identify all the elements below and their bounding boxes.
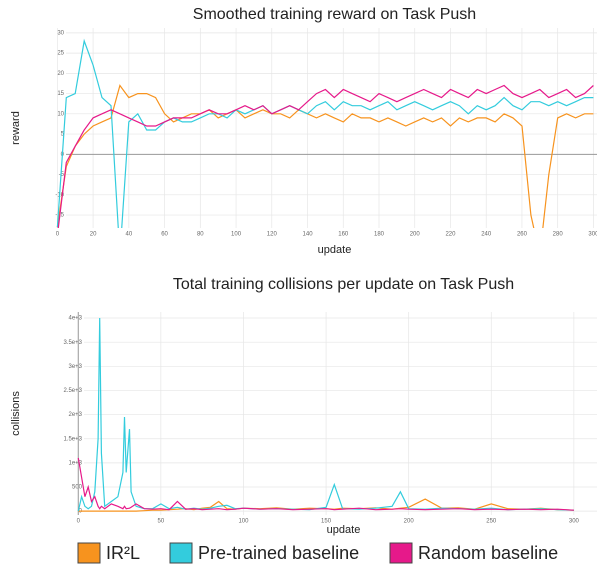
x-tick-label: 140: [303, 232, 314, 238]
y-tick-label: 25: [57, 51, 64, 57]
x-tick-label: 280: [553, 232, 564, 238]
legend-swatch: [389, 542, 413, 564]
plot-lines: [77, 317, 574, 512]
x-tick-label: 220: [445, 232, 456, 238]
legend-label: Pre-trained baseline: [198, 543, 359, 563]
y-tick-label: 1e+3: [68, 460, 82, 466]
y-tick-label: 2.5e+3: [63, 388, 82, 394]
y-tick-label: 0: [79, 509, 83, 515]
chart-title: Total training collisions per update on …: [173, 276, 514, 293]
x-tick-label: 240: [481, 232, 492, 238]
x-axis-title: update: [318, 244, 352, 256]
series-line: [77, 457, 574, 511]
series-line: [77, 317, 574, 512]
chart-title: Smoothed training reward on Task Push: [193, 6, 476, 23]
series-line: [57, 84, 594, 228]
x-tick-label: 100: [231, 232, 242, 238]
x-tick-label: 40: [125, 232, 132, 238]
series-line: [56, 38, 594, 228]
x-tick-label: 160: [338, 232, 349, 238]
x-tick-label: 250: [486, 519, 497, 525]
y-tick-label: 2e+3: [68, 412, 82, 418]
y-tick-label: -5: [59, 172, 65, 178]
y-tick-label: 500: [72, 485, 83, 491]
series-line: [56, 84, 594, 228]
y-axis-title: reward: [10, 111, 22, 145]
x-tick-label: 150: [321, 519, 332, 525]
legend-label: IR²L: [106, 543, 140, 563]
y-tick-label: 15: [57, 91, 64, 97]
legend-swatch: [77, 542, 101, 564]
series-line: [78, 498, 574, 512]
y-tick-label: 1.5e+3: [63, 436, 82, 442]
x-tick-label: 200: [404, 519, 415, 525]
x-tick-label: 60: [161, 232, 168, 238]
x-tick-label: 260: [517, 232, 528, 238]
plot-lines: [56, 38, 594, 228]
legend-swatch: [169, 542, 193, 564]
x-tick-label: 0: [77, 519, 81, 525]
y-tick-label: 4e+3: [68, 316, 82, 322]
x-tick-label: 100: [238, 519, 249, 525]
x-axis-title: update: [327, 524, 361, 536]
x-tick-label: 0: [56, 232, 60, 238]
y-axis-title: collisions: [10, 391, 22, 436]
y-tick-label: 5: [61, 132, 65, 138]
x-tick-label: 120: [267, 232, 278, 238]
y-tick-label: 3e+3: [68, 364, 82, 370]
y-tick-label: 30: [57, 30, 64, 36]
x-tick-label: 20: [90, 232, 97, 238]
x-tick-label: 300: [569, 519, 580, 525]
x-tick-label: 200: [410, 232, 421, 238]
legend-label: Random baseline: [418, 543, 558, 563]
y-tick-label: 3.5e+3: [63, 340, 82, 346]
x-tick-label: 180: [374, 232, 385, 238]
x-tick-label: 80: [197, 232, 204, 238]
y-tick-label: 10: [57, 111, 64, 117]
x-tick-label: 300: [588, 232, 597, 238]
y-tick-label: 20: [57, 71, 64, 77]
x-tick-label: 50: [158, 519, 165, 525]
